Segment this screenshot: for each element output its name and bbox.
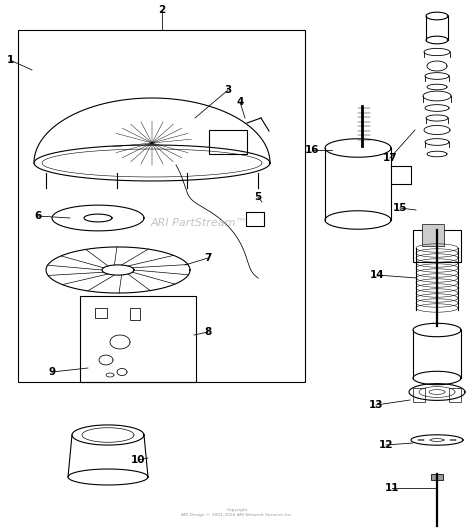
Bar [18,30,305,382]
Text: 6: 6 [35,211,42,221]
Text: 2: 2 [158,5,165,15]
Text: 14: 14 [370,270,384,280]
Text: 15: 15 [393,203,407,213]
Bar [246,212,264,226]
Bar [209,130,247,154]
Text: 1: 1 [6,55,14,65]
Text: 5: 5 [255,192,262,202]
Bar [95,308,107,318]
Text: 9: 9 [48,367,55,377]
Text: ARI PartStream™: ARI PartStream™ [151,218,247,228]
Text: 13: 13 [369,400,383,410]
Bar [413,388,425,402]
Text: Copyright
ARI Design © 2001-2024 ARI Network Services Inc.: Copyright ARI Design © 2001-2024 ARI Net… [181,508,293,517]
Bar [422,224,444,246]
Bar [130,308,140,320]
Text: 16: 16 [305,145,319,155]
Text: 4: 4 [237,97,244,107]
Text: 12: 12 [379,440,393,450]
Bar [431,474,443,480]
Text: 17: 17 [383,153,397,163]
Bar [413,230,461,262]
Text: 11: 11 [385,483,399,493]
Text: 7: 7 [204,253,212,263]
Text: 3: 3 [224,85,232,95]
Text: 8: 8 [204,327,211,337]
Bar [449,388,461,402]
Text: 10: 10 [131,455,145,465]
Bar [80,296,196,382]
